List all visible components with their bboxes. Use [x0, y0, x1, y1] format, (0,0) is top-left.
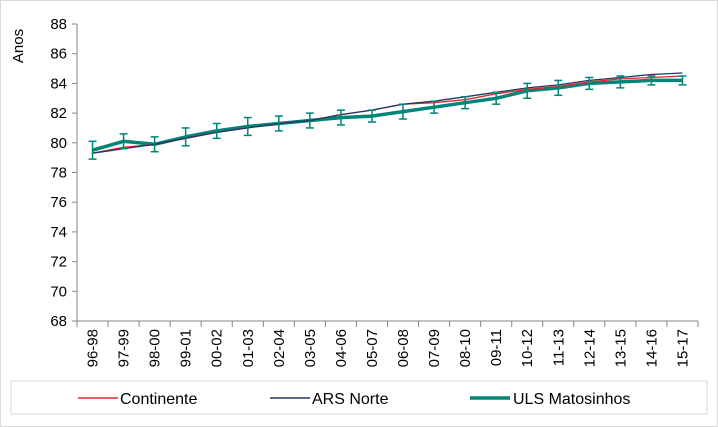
y-tick-label: 78 — [50, 165, 67, 182]
y-tick-label: 76 — [50, 194, 67, 211]
y-tick-label: 72 — [50, 254, 67, 271]
y-tick-label: 70 — [50, 283, 67, 300]
y-tick-label: 74 — [50, 224, 67, 241]
x-tick-label: 13-15 — [612, 329, 629, 367]
x-tick-label: 14-16 — [643, 329, 660, 367]
legend-label-ars-norte: ARS Norte — [312, 391, 389, 408]
y-tick-label: 84 — [50, 75, 67, 92]
y-tick-label: 68 — [50, 313, 67, 330]
y-tick-label: 80 — [50, 135, 67, 152]
x-tick-label: 99-01 — [178, 329, 195, 367]
y-tick-label: 82 — [50, 105, 67, 122]
x-tick-label: 09-11 — [488, 329, 505, 366]
x-tick-label: 06-08 — [395, 329, 412, 367]
x-tick-label: 02-04 — [271, 329, 288, 367]
y-axis-title: Anos — [10, 29, 27, 63]
x-tick-label: 97-99 — [116, 329, 133, 367]
x-tick-label: 01-03 — [240, 329, 257, 367]
legend-label-uls-matosinhos: ULS Matosinhos — [513, 391, 630, 408]
x-tick-label: 00-02 — [209, 329, 226, 367]
x-tick-label: 11-13 — [550, 329, 567, 366]
x-tick-label: 15-17 — [674, 329, 691, 367]
x-tick-label: 12-14 — [581, 329, 598, 367]
x-tick-label: 03-05 — [302, 329, 319, 367]
x-tick-label: 08-10 — [457, 329, 474, 367]
x-tick-label: 96-98 — [85, 329, 102, 367]
x-tick-label: 04-06 — [333, 329, 350, 367]
y-tick-label: 88 — [50, 16, 67, 33]
x-tick-label: 07-09 — [426, 329, 443, 367]
x-tick-label: 10-12 — [519, 329, 536, 367]
legend-box — [10, 380, 708, 415]
series-line-uls-matosinhos — [92, 78, 683, 152]
series-line-ars-norte — [92, 72, 683, 154]
y-tick-label: 86 — [50, 46, 67, 63]
x-tick-label: 98-00 — [147, 329, 164, 367]
x-tick-label: 05-07 — [364, 329, 381, 367]
legend-label-continente: Continente — [120, 391, 197, 408]
